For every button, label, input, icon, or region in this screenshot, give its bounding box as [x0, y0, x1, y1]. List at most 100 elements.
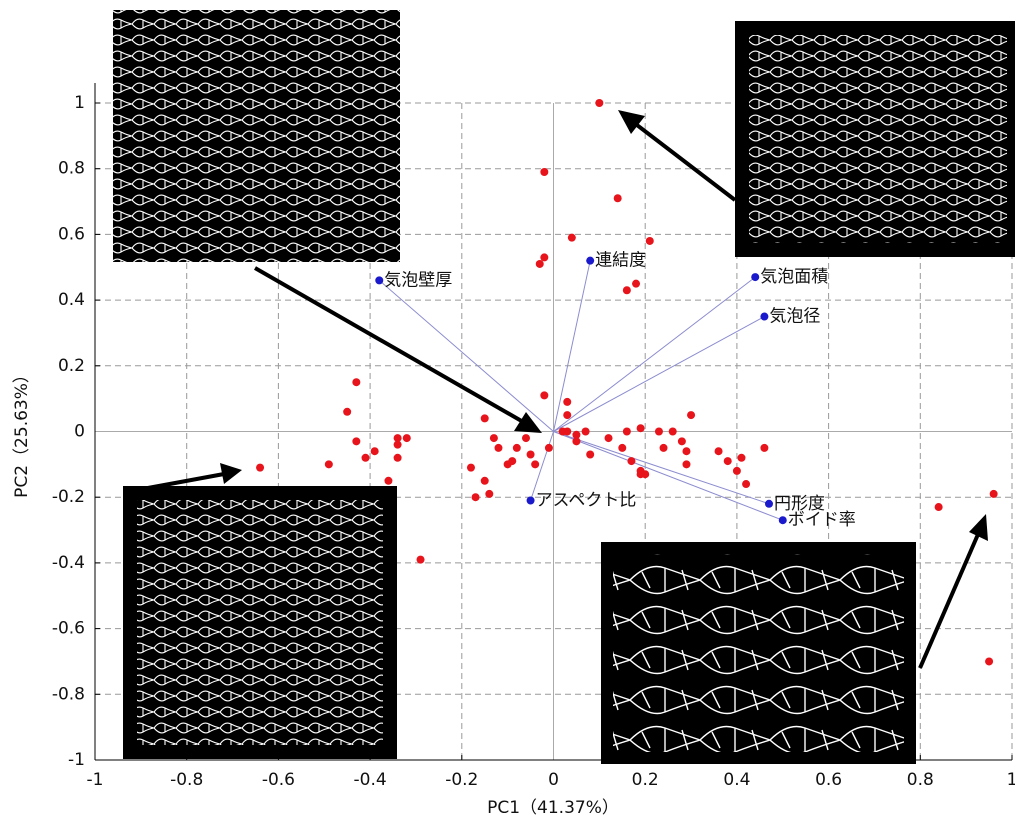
- score-point: [572, 430, 581, 439]
- loading-vector: [553, 431, 783, 521]
- score-point: [485, 489, 494, 498]
- x-tick-label: -0.6: [262, 770, 295, 790]
- y-tick-label: 0.8: [58, 159, 85, 179]
- score-point: [563, 397, 572, 406]
- arrow: [631, 120, 737, 202]
- score-point: [572, 437, 581, 446]
- score-point: [654, 427, 663, 436]
- score-point: [343, 407, 352, 416]
- y-tick-label: -0.4: [52, 553, 85, 573]
- arrow-head: [969, 514, 988, 541]
- score-point: [622, 286, 631, 295]
- score-point: [641, 470, 650, 479]
- arrows: [136, 110, 988, 669]
- loading-vector: [553, 431, 770, 505]
- y-tick-label: -1: [68, 750, 85, 770]
- x-axis-label: PC1（41.37%）: [487, 798, 619, 818]
- loading-label: 連結度: [595, 251, 646, 271]
- y-axis-label: PC2（25.63%）: [12, 366, 32, 498]
- score-point: [627, 457, 636, 466]
- score-point: [737, 453, 746, 462]
- y-tick-label: -0.2: [52, 487, 85, 507]
- loading-point: [778, 516, 787, 525]
- x-tick-label: 0.8: [907, 770, 934, 790]
- loading-point: [375, 276, 384, 285]
- score-point: [521, 434, 530, 443]
- score-point: [567, 233, 576, 242]
- x-tick-label: 1: [1007, 770, 1015, 790]
- loading-label: ボイド率: [788, 510, 856, 530]
- loading-label: 円形度: [774, 494, 825, 514]
- score-point: [480, 414, 489, 423]
- score-point: [352, 437, 361, 446]
- score-point: [682, 447, 691, 456]
- x-tick-label: -0.8: [170, 770, 203, 790]
- loading-vector: [553, 276, 756, 432]
- score-point: [636, 424, 645, 433]
- score-point: [535, 259, 544, 268]
- loading-vector: [553, 260, 591, 432]
- x-tick-label: 0.6: [815, 770, 842, 790]
- loading-point: [751, 273, 760, 282]
- y-tick-label: -0.8: [52, 684, 85, 704]
- score-point: [659, 443, 668, 452]
- score-point: [384, 476, 393, 485]
- y-tick-label: -0.6: [52, 619, 85, 639]
- loading-point: [764, 499, 773, 508]
- score-point: [632, 279, 641, 288]
- score-point: [540, 391, 549, 400]
- score-point: [687, 411, 696, 420]
- score-point: [934, 503, 943, 512]
- arrow: [918, 531, 981, 669]
- y-tick-label: 0.6: [58, 224, 85, 244]
- score-point: [480, 476, 489, 485]
- score-point: [540, 253, 549, 262]
- loading-label: 気泡径: [769, 307, 820, 327]
- score-point: [544, 443, 553, 452]
- score-point: [645, 236, 654, 245]
- y-tick-label: 1: [74, 93, 85, 113]
- score-point: [361, 453, 370, 462]
- score-point: [604, 434, 613, 443]
- score-point: [668, 427, 677, 436]
- sample-image: [113, 10, 400, 262]
- loading-label: 気泡面積: [760, 267, 828, 287]
- arrow: [254, 266, 526, 425]
- score-point: [531, 460, 540, 469]
- loading-point: [586, 256, 595, 265]
- score-point: [985, 657, 994, 666]
- score-point: [393, 440, 402, 449]
- score-point: [393, 434, 402, 443]
- score-point: [540, 167, 549, 176]
- score-point: [416, 555, 425, 564]
- score-point: [370, 447, 379, 456]
- score-point: [622, 427, 631, 436]
- arrow-head: [514, 412, 542, 433]
- score-point: [508, 457, 517, 466]
- sample-image: [735, 21, 1015, 257]
- score-point: [526, 450, 535, 459]
- score-point: [742, 480, 751, 489]
- score-point: [714, 447, 723, 456]
- score-point: [677, 437, 686, 446]
- score-point: [352, 378, 361, 387]
- loading-vector: [378, 280, 554, 432]
- score-point: [618, 443, 627, 452]
- score-point: [494, 443, 503, 452]
- score-point: [760, 443, 769, 452]
- loading-point: [760, 312, 769, 321]
- insets: [113, 10, 1015, 764]
- score-point: [471, 493, 480, 502]
- score-point: [563, 427, 572, 436]
- sample-image: [123, 486, 397, 759]
- y-tick-label: 0: [74, 422, 85, 442]
- score-point: [595, 99, 604, 107]
- sample-image: [601, 542, 916, 764]
- score-point: [512, 443, 521, 452]
- score-point: [682, 460, 691, 469]
- score-point: [613, 194, 622, 203]
- loading-label: 気泡壁厚: [384, 270, 452, 290]
- y-tick-label: 0.4: [58, 290, 85, 310]
- score-point: [402, 434, 411, 443]
- loading-vector: [530, 431, 554, 501]
